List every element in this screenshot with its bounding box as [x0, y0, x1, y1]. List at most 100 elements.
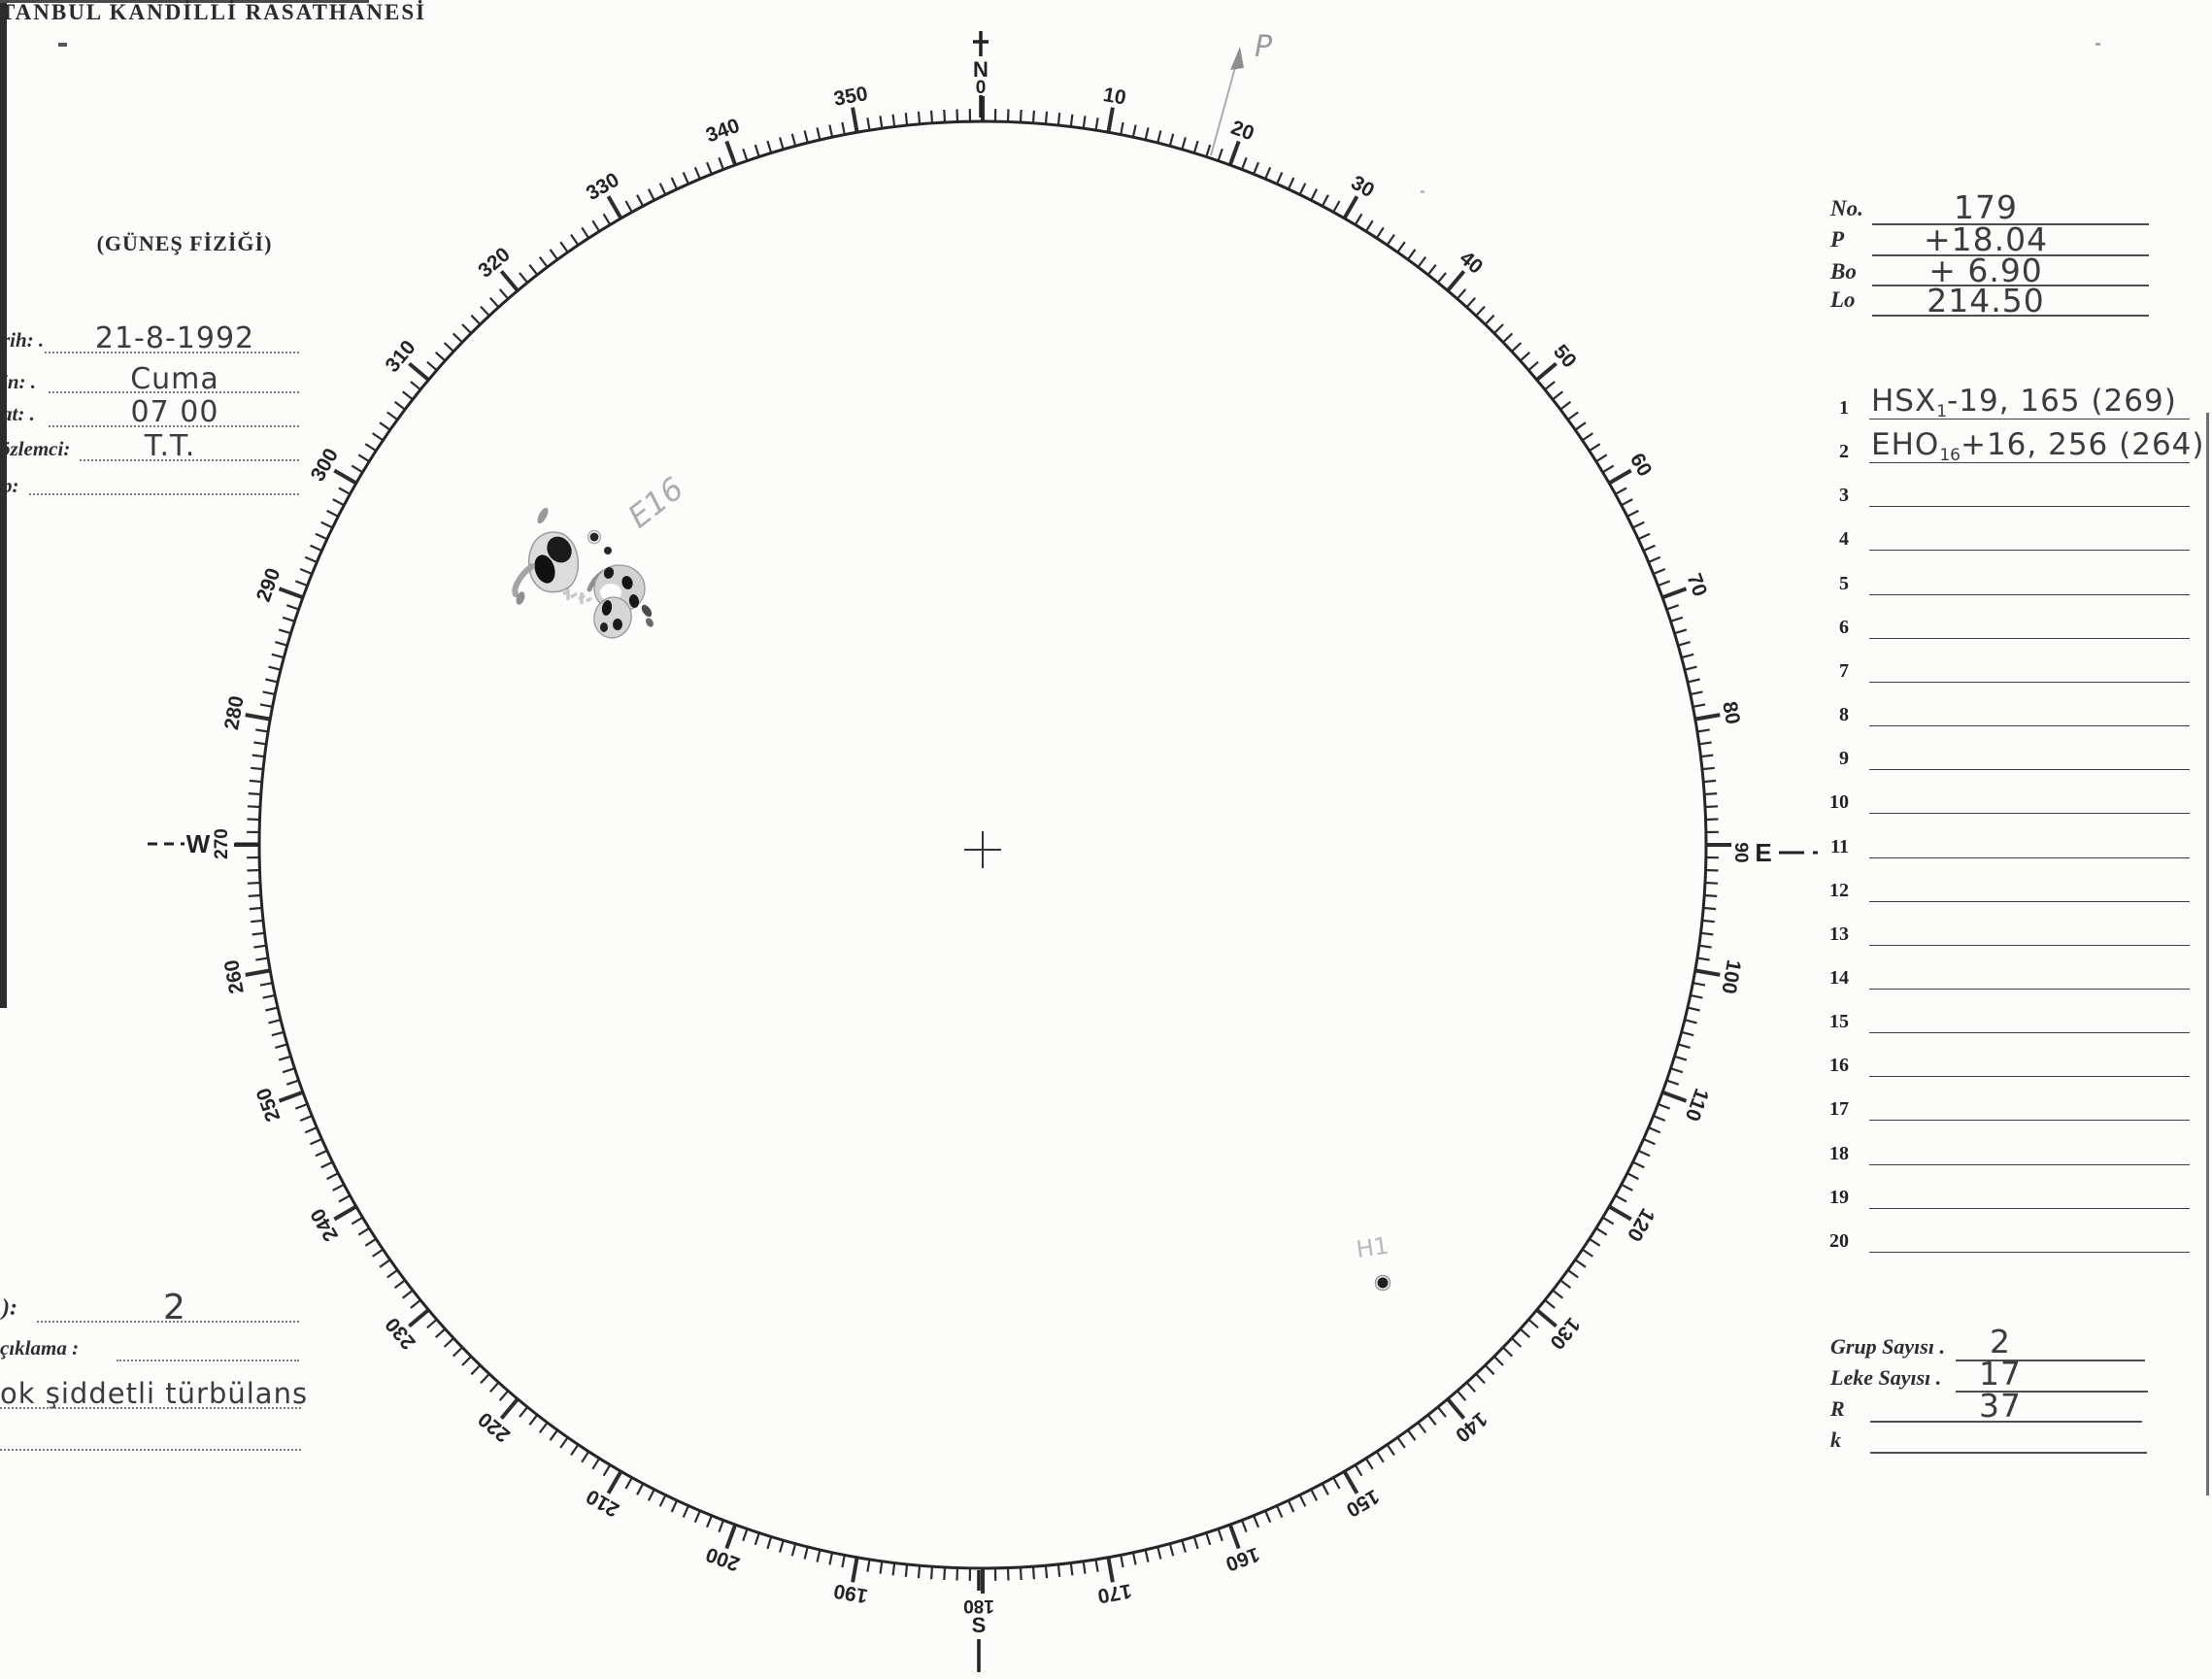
- west-degree: 270: [212, 828, 232, 859]
- remarks-line-2: [0, 1407, 301, 1409]
- date-label: rih: .: [2, 328, 45, 352]
- degree-label-330: 330: [583, 169, 623, 205]
- degree-label-210: 210: [583, 1485, 623, 1521]
- r-label: R: [1830, 1396, 1845, 1421]
- group-count-line: [1956, 1360, 2145, 1361]
- p-label: P: [1830, 227, 1845, 252]
- remarks-line-1: [117, 1360, 299, 1361]
- degree-label-170: 170: [1096, 1579, 1134, 1607]
- observer-line: [80, 459, 299, 461]
- east-marker: 90 E: [1730, 838, 1818, 867]
- no-line: [1872, 223, 2149, 225]
- date-line: [45, 352, 299, 353]
- degree-label-70: 70: [1683, 570, 1712, 599]
- degree-label-150: 150: [1342, 1485, 1383, 1521]
- hour-value: 07 00: [130, 395, 219, 429]
- degree-label-110: 110: [1681, 1086, 1713, 1125]
- degree-label-340: 340: [703, 115, 743, 148]
- lo-label: Lo: [1830, 287, 1856, 312]
- disk-center-crosshair: [964, 831, 1001, 868]
- west-letter: W: [186, 829, 211, 858]
- degree-label-280: 280: [220, 694, 249, 732]
- spot-count-line: [1956, 1391, 2148, 1393]
- sunspot-group1-label: E16: [621, 470, 690, 535]
- degree-label-200: 200: [703, 1543, 743, 1576]
- day-value: Cuma: [130, 362, 219, 396]
- position-angle-label: P: [1255, 30, 1273, 64]
- r-value: 37: [1979, 1387, 2022, 1425]
- degree-label-290: 290: [252, 565, 285, 605]
- south-marker: 180 S: [963, 1570, 994, 1672]
- lo-value: 214.50: [1927, 282, 2045, 319]
- spot-count-label: Leke Sayısı .: [1830, 1365, 1942, 1390]
- no-value: 179: [1954, 188, 2018, 226]
- degree-label-140: 140: [1451, 1407, 1491, 1446]
- east-letter: E: [1755, 838, 1771, 867]
- hour-label: at: .: [2, 402, 35, 425]
- sunspot-group2-label: H1: [1355, 1232, 1391, 1263]
- north-degree: 0: [976, 78, 987, 98]
- bo-line: [1872, 285, 2149, 286]
- sunspot-group-h1: H1: [1355, 1232, 1391, 1292]
- degree-label-20: 20: [1228, 117, 1257, 146]
- degree-label-230: 230: [382, 1313, 420, 1354]
- group-count-value: 2: [1990, 1323, 2011, 1360]
- degree-label-310: 310: [382, 336, 420, 377]
- degree-label-100: 100: [1717, 958, 1745, 996]
- no-label: No.: [1830, 196, 1863, 220]
- observatory-title: TANBUL KANDİLLİ RASATHANESİ: [0, 0, 427, 24]
- degree-label-30: 30: [1347, 172, 1378, 203]
- observer-value: T.T.: [144, 429, 196, 463]
- spot-count-value: 17: [1979, 1355, 2022, 1393]
- k-line: [1870, 1452, 2147, 1454]
- quality-line: [37, 1321, 299, 1323]
- p-line: [1872, 254, 2149, 256]
- day-label: in: .: [2, 370, 37, 393]
- extra-field-line: [29, 493, 299, 495]
- degree-label-300: 300: [307, 445, 343, 486]
- degree-label-350: 350: [832, 83, 870, 111]
- west-marker: W 270: [148, 828, 258, 859]
- degree-label-260: 260: [220, 958, 249, 996]
- north-letter: N: [973, 57, 989, 82]
- disk-tick-marks: [234, 96, 1731, 1594]
- observer-label: özlemci:: [0, 437, 71, 460]
- degree-label-160: 160: [1223, 1543, 1262, 1576]
- degree-label-320: 320: [474, 244, 515, 283]
- extra-field-label: p:: [2, 474, 19, 497]
- quality-label: ):: [2, 1295, 17, 1321]
- south-degree: 180: [963, 1595, 994, 1616]
- bo-label: Bo: [1830, 259, 1857, 284]
- position-angle-arrow: P: [1210, 30, 1273, 156]
- bo-value: + 6.90: [1928, 252, 2043, 289]
- degree-label-60: 60: [1625, 450, 1657, 481]
- p-value: +18.04: [1923, 220, 2049, 258]
- r-line: [1870, 1421, 2142, 1423]
- scan-artifacts: [0, 0, 2209, 1495]
- remarks-label: çıklama :: [0, 1336, 80, 1360]
- degree-label-220: 220: [474, 1407, 515, 1446]
- degree-label-120: 120: [1623, 1204, 1659, 1245]
- group-count-label: Grup Sayısı .: [1830, 1334, 1945, 1359]
- remarks-line-3: [0, 1449, 301, 1451]
- degree-label-80: 80: [1718, 700, 1744, 726]
- south-letter: S: [972, 1613, 987, 1637]
- degree-label-190: 190: [832, 1579, 870, 1607]
- lo-line: [1872, 315, 2149, 317]
- degree-label-240: 240: [307, 1204, 343, 1245]
- day-line: [49, 391, 299, 393]
- degree-label-130: 130: [1545, 1313, 1584, 1354]
- date-value: 21-8-1992: [94, 321, 255, 355]
- degree-label-250: 250: [252, 1085, 285, 1125]
- sunspot-group-e16: E16: [512, 470, 690, 639]
- north-marker: N 0: [973, 31, 989, 118]
- east-degree: 90: [1730, 842, 1751, 862]
- k-label: k: [1830, 1427, 1841, 1452]
- remarks-note: ok şiddetli türbülans: [0, 1377, 309, 1410]
- solar-disk-circle: [257, 119, 1708, 1570]
- observatory-subtitle: (GÜNEŞ FİZİĞİ): [96, 231, 273, 255]
- quality-value: 2: [163, 1288, 186, 1327]
- hour-line: [49, 425, 299, 427]
